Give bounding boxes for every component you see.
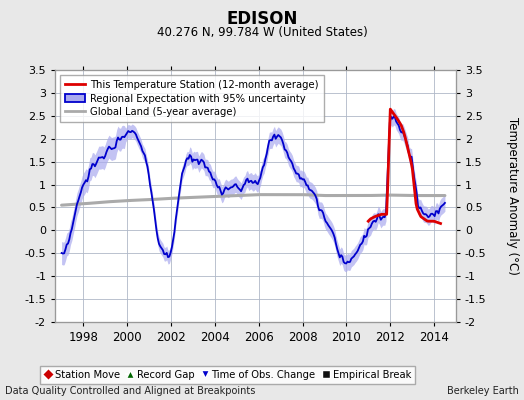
Text: EDISON: EDISON xyxy=(226,10,298,28)
Text: Data Quality Controlled and Aligned at Breakpoints: Data Quality Controlled and Aligned at B… xyxy=(5,386,256,396)
Text: Berkeley Earth: Berkeley Earth xyxy=(447,386,519,396)
Y-axis label: Temperature Anomaly (°C): Temperature Anomaly (°C) xyxy=(506,117,519,275)
Legend: Station Move, Record Gap, Time of Obs. Change, Empirical Break: Station Move, Record Gap, Time of Obs. C… xyxy=(40,366,415,384)
Text: 40.276 N, 99.784 W (United States): 40.276 N, 99.784 W (United States) xyxy=(157,26,367,39)
